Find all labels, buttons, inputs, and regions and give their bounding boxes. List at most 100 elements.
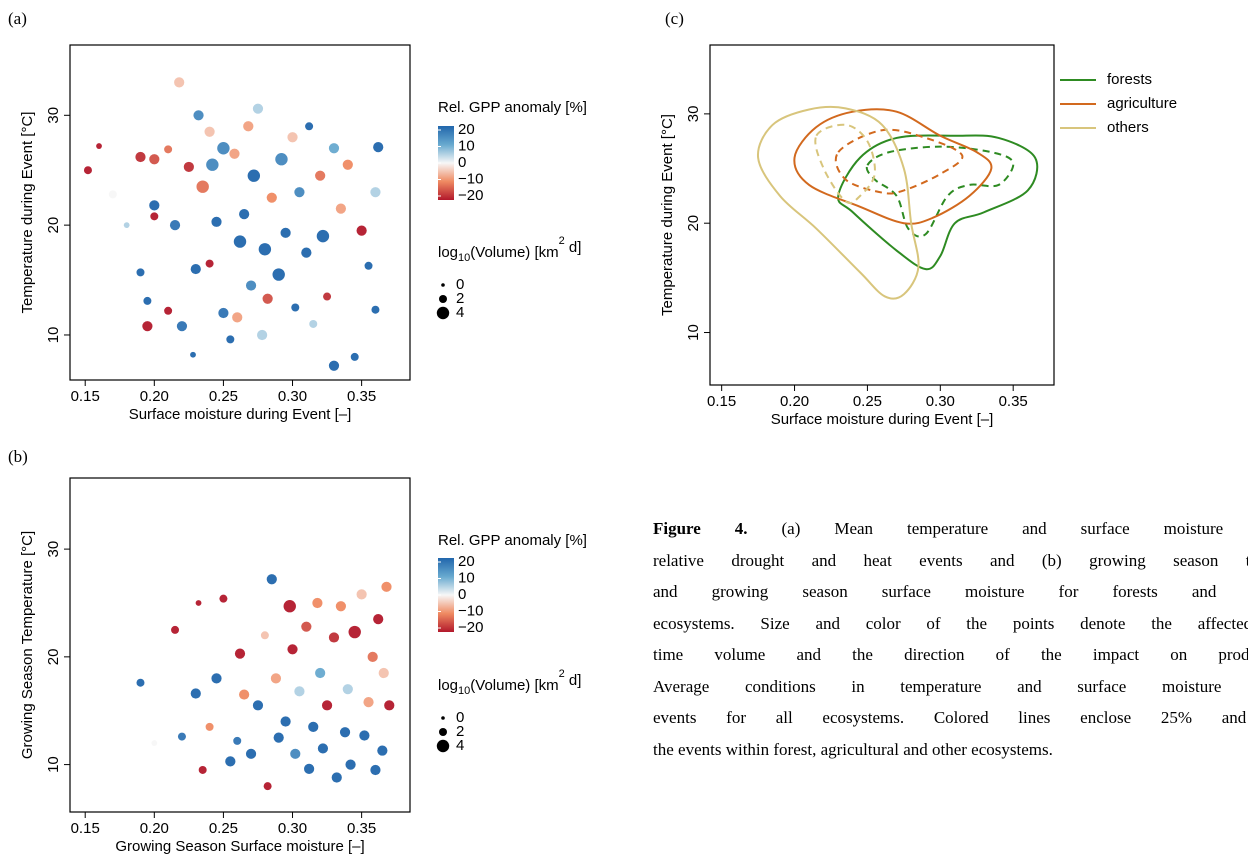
point [229,148,240,159]
point [260,631,269,640]
point [348,625,361,639]
caption-line: relative drought and heat events and (b)… [653,545,1248,577]
point [205,722,214,731]
caption-text: events for all ecosystems. Colored lines… [653,708,1248,727]
contour-outer [757,105,920,300]
x-tick-label: 0.20 [140,388,169,405]
y-tick-label: 20 [45,217,62,234]
size-legend-title-part: 2 [559,235,565,247]
x-tick-label: 0.25 [209,388,238,405]
point [378,667,389,679]
point [263,782,272,791]
point [262,293,273,304]
point [316,229,330,243]
point [169,220,181,231]
point [381,581,392,592]
x-tick-label: 0.35 [999,393,1028,410]
color-legend-title: Rel. GPP anomaly [%] [438,99,587,116]
point [218,307,229,319]
point [217,142,230,155]
point [233,235,247,248]
point [151,740,158,746]
point [239,209,250,220]
point [373,614,384,625]
point [149,154,160,165]
point [328,360,340,371]
size-key-label: 2 [456,290,464,307]
point [301,621,312,632]
point [301,247,312,258]
point [245,748,257,759]
point [356,589,367,600]
point [252,103,264,114]
color-tick-label: −20 [458,187,483,204]
legend-label: forests [1107,71,1152,88]
point [190,351,196,358]
point [275,153,288,166]
point [136,678,145,687]
point [370,764,381,776]
x-tick-label: 0.30 [278,820,307,837]
point [266,192,277,203]
point [304,763,315,775]
point [193,110,204,121]
legend-label: others [1107,119,1149,136]
point [280,716,291,727]
color-bar [438,126,454,200]
size-key [436,306,450,320]
panel-label: (b) [8,447,28,466]
point [373,142,384,153]
contour-outer [793,108,993,225]
point [252,700,264,711]
size-key [436,739,450,753]
size-legend-title-part: (Volume) [km [470,677,558,694]
figure-label: Figure 4. [653,519,748,538]
y-tick-label: 30 [685,106,702,123]
size-legend-title-part: d] [565,672,582,689]
point [339,727,351,738]
contour-inner [834,128,964,195]
y-tick-label: 10 [45,756,62,773]
color-tick-label: −20 [458,619,483,636]
color-tick-label: 0 [458,154,466,171]
point [183,161,194,173]
point [164,145,173,154]
size-key [439,728,447,736]
x-tick-label: 0.15 [71,388,100,405]
point [280,227,291,238]
x-tick-label: 0.20 [780,393,809,410]
point [345,759,356,770]
point [135,151,146,163]
point [136,268,145,277]
point [176,321,188,332]
size-legend-title: log10(Volume) [km2 d] [438,235,581,264]
point [245,280,257,291]
point [258,243,272,256]
size-legend-title-part: log [438,677,458,694]
point [142,321,153,332]
size-key-label: 0 [456,276,464,293]
point [143,296,152,305]
point [211,673,222,684]
contour-outer [837,134,1039,271]
size-key [441,716,445,720]
point [219,594,228,603]
y-axis-label: Growing Season Temperature [°C] [19,531,36,759]
caption-text: time volume and the direction of the imp… [653,645,1248,664]
point [287,644,298,655]
size-legend-title-part: 10 [458,685,470,697]
y-tick-label: 30 [45,107,62,124]
point [356,225,367,236]
point [350,352,359,361]
point [196,180,209,193]
point [171,625,180,634]
plot-frame [709,44,1055,386]
point [317,743,329,754]
caption-line: Average conditions in temperature and su… [653,671,1248,703]
size-legend-title-part: (Volume) [km [470,244,558,261]
y-tick-label: 10 [45,327,62,344]
point [308,721,319,732]
x-tick-label: 0.30 [926,393,955,410]
x-tick-label: 0.15 [71,820,100,837]
